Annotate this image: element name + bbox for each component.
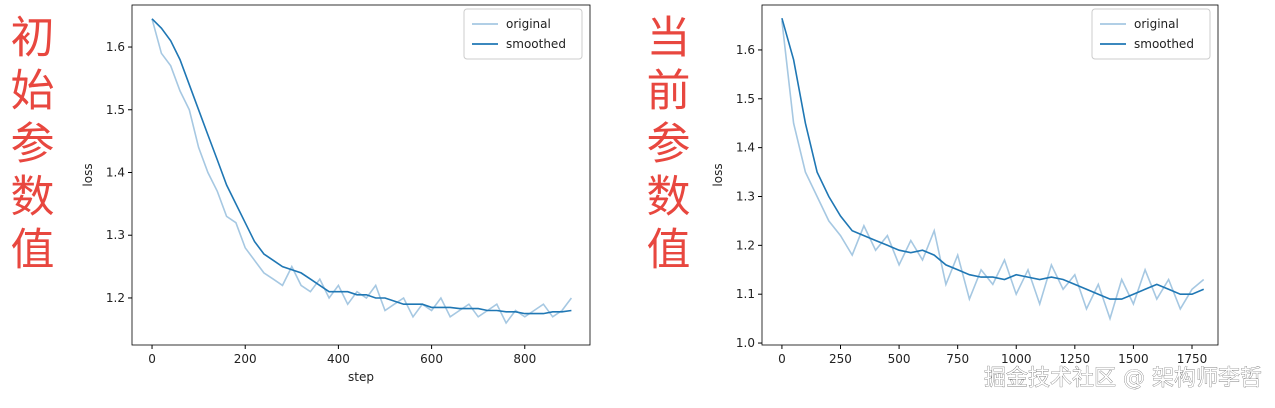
side-label: 当前参数值 [639,14,690,279]
y-tick-label: 1.4 [106,165,125,179]
x-tick-label: 250 [829,352,852,366]
series-line [151,18,572,315]
x-tick-label: 750 [946,352,969,366]
y-tick-label: 1.2 [106,291,125,305]
x-tick-label: 500 [888,352,911,366]
y-axis-label: loss [711,163,725,186]
y-tick-label: 1.5 [736,92,755,106]
x-tick-label: 1250 [1060,352,1091,366]
y-tick-label: 1.2 [736,238,755,252]
legend-box [463,8,583,60]
y-tick-label: 1.5 [106,103,125,117]
x-axis-label: step [348,370,374,384]
legend-box [1091,8,1211,60]
y-tick-label: 1.3 [106,228,125,242]
series-line [781,20,1205,322]
x-tick-label: 0 [148,352,156,366]
y-tick-label: 1.4 [736,141,755,155]
plot-frame [761,4,1219,346]
x-tick-label: 200 [234,352,257,366]
side-label: 初始参数值 [3,14,54,279]
y-tick-label: 1.6 [736,43,755,57]
legend-label: smoothed [1134,37,1194,51]
watermark: 掘金技术社区 @ 架构师李哲 [984,366,1262,391]
y-axis-label: loss [81,163,95,186]
x-tick-label: 0 [778,352,786,366]
x-tick-label: 600 [420,352,443,366]
y-tick-label: 1.6 [106,40,125,54]
plot-frame [131,4,591,346]
x-tick-label: 800 [513,352,536,366]
series-line [781,17,1205,300]
y-tick-label: 1.0 [736,336,755,350]
x-tick-label: 1000 [1001,352,1032,366]
legend-label: smoothed [506,37,566,51]
x-tick-label: 1750 [1177,352,1208,366]
x-tick-label: 1500 [1118,352,1149,366]
x-tick-label: 400 [327,352,350,366]
legend-label: original [1134,17,1179,31]
series-line [151,18,573,325]
legend-label: original [506,17,551,31]
y-tick-label: 1.3 [736,189,755,203]
y-tick-label: 1.1 [736,287,755,301]
